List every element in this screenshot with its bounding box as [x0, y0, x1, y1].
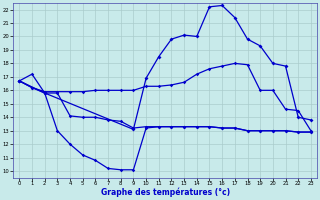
X-axis label: Graphe des températures (°c): Graphe des températures (°c): [100, 188, 230, 197]
